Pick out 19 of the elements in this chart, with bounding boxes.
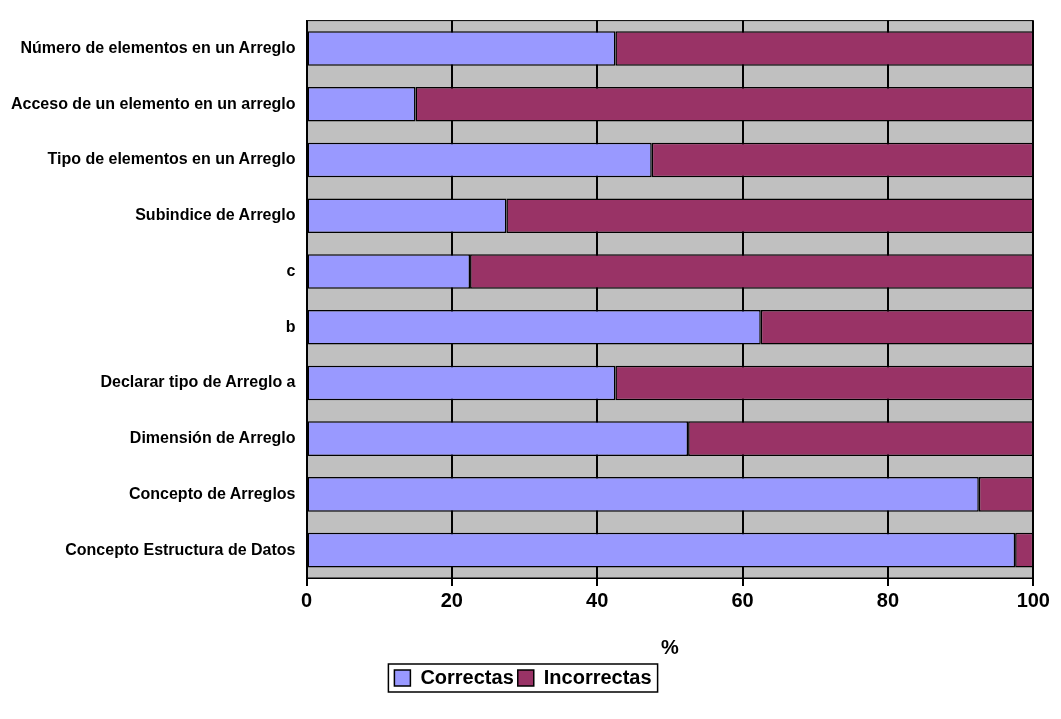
y-tick-label: Concepto de Arreglos [128,484,296,502]
y-tick-label: Acceso de un elemento en un arreglo [11,94,296,112]
y-tick-label: Número de elementos en un Arreglo [20,38,296,56]
y-tick-label: c [286,261,296,279]
legend-label: Incorrectas [543,665,652,688]
x-axis-title: % [661,635,680,658]
y-tick-label: Subindice de Arreglo [135,206,296,224]
y-tick-label: Tipo de elementos en un Arreglo [47,150,296,168]
y-tick-label: Concepto Estructura de Datos [65,540,296,558]
x-tick-label: 100 [1016,588,1050,611]
x-tick-label: 60 [731,588,754,611]
x-tick-label: 20 [440,588,463,611]
x-tick-label: 0 [300,588,313,611]
y-tick-label: Dimensión de Arreglo [129,429,296,447]
x-tick-label: 40 [586,588,609,611]
y-tick-label: b [285,317,296,335]
y-tick-label: Declarar tipo de Arreglo a [100,373,296,391]
x-tick-label: 80 [876,588,900,611]
legend-label: Correctas [420,665,514,688]
